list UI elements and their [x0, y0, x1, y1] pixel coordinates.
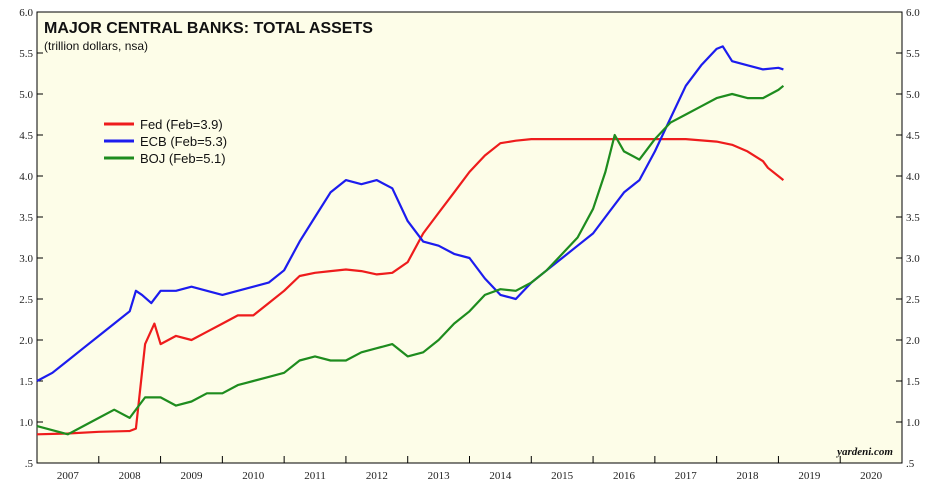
x-tick-label: 2017 — [675, 470, 698, 482]
x-tick-label: 2015 — [551, 470, 574, 482]
y-axis-left: .5 1.0 1.5 2.0 2.5 3.0 3.5 4.0 4.5 5.0 5.5 6.0 — [19, 7, 43, 470]
y-tick-label-right: 6.0 — [906, 7, 920, 19]
y-axis-right: .5 1.0 1.5 2.0 2.5 3.0 3.5 4.0 4.5 5.0 5.5 6.0 — [896, 7, 920, 470]
series-line — [36, 84, 785, 436]
y-tick-label-right: 1.0 — [906, 417, 920, 429]
y-tick-label-left: 6.0 — [19, 7, 33, 19]
x-tick-label: 2018 — [737, 470, 760, 482]
y-tick-label-left: 2.5 — [19, 294, 33, 306]
y-tick-label-right: 2.5 — [906, 294, 920, 306]
y-tick-label-left: 2.0 — [19, 335, 33, 347]
y-tick-label-right: 2.0 — [906, 335, 920, 347]
x-tick-label: 2011 — [304, 470, 326, 482]
y-tick-label-right: 5.0 — [906, 89, 920, 101]
y-tick-label-left: 3.0 — [19, 253, 33, 265]
x-tick-label: 2007 — [57, 470, 80, 482]
y-tick-label-left: 5.0 — [19, 89, 33, 101]
y-tick-label-left: 1.0 — [19, 417, 33, 429]
y-tick-label-right: 4.0 — [906, 171, 920, 183]
x-tick-label: 2009 — [180, 470, 203, 482]
x-axis: 2007 2008 2009 2010 2011 2012 2013 2014 2015 2016… — [36, 456, 903, 482]
x-tick-label: 2012 — [366, 470, 388, 482]
y-tick-label-left: 1.5 — [19, 376, 33, 388]
x-tick-label: 2020 — [860, 470, 883, 482]
y-tick-label-right: 5.5 — [906, 48, 920, 60]
x-tick-label: 2019 — [798, 470, 821, 482]
series-lines — [36, 45, 785, 436]
x-tick-label: 2014 — [489, 470, 512, 482]
x-tick-label: 2016 — [613, 470, 636, 482]
chart-title: MAJOR CENTRAL BANKS: TOTAL ASSETS — [44, 20, 373, 37]
legend: Fed (Feb=3.9) ECB (Feb=5.3) BOJ (Feb=5.1) — [104, 117, 227, 166]
plot-area — [36, 11, 903, 464]
y-tick-label-right: .5 — [906, 458, 915, 470]
legend-label: ECB (Feb=5.3) — [140, 134, 227, 149]
x-tick-label: 2013 — [428, 470, 451, 482]
y-tick-label-right: 4.5 — [906, 130, 920, 142]
source-label: yardeni.com — [835, 446, 893, 458]
y-tick-label-left: 4.0 — [19, 171, 33, 183]
x-tick-label: 2010 — [242, 470, 265, 482]
y-tick-label-left: 4.5 — [19, 130, 33, 142]
x-tick-label: 2008 — [119, 470, 142, 482]
legend-label: BOJ (Feb=5.1) — [140, 151, 226, 166]
y-tick-label-right: 1.5 — [906, 376, 920, 388]
series-line — [36, 45, 784, 382]
y-tick-label-right: 3.0 — [906, 253, 920, 265]
y-tick-label-left: .5 — [25, 458, 34, 470]
y-tick-label-right: 3.5 — [906, 212, 920, 224]
y-tick-label-left: 5.5 — [19, 48, 33, 60]
chart-subtitle: (trillion dollars, nsa) — [44, 39, 148, 53]
legend-label: Fed (Feb=3.9) — [140, 117, 223, 132]
y-tick-label-left: 3.5 — [19, 212, 33, 224]
